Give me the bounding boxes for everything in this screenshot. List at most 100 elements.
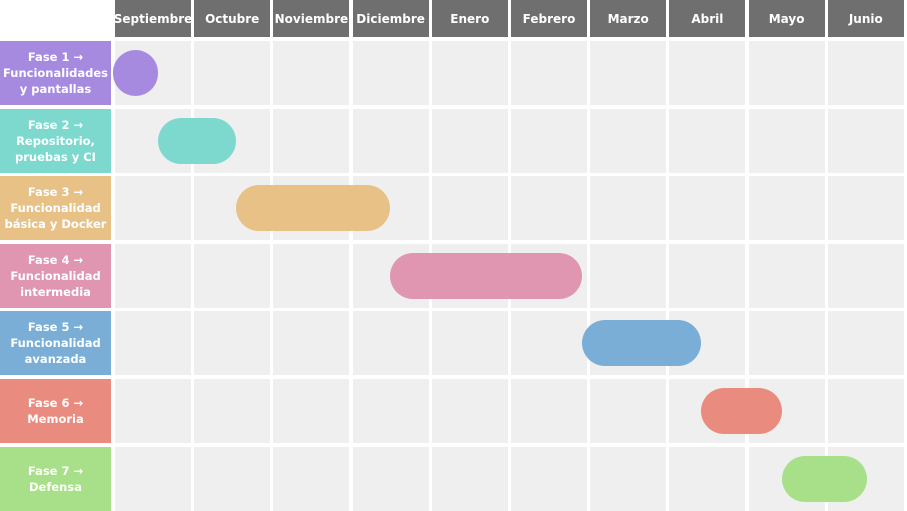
month-header: Septiembre (115, 0, 191, 37)
grid-cell (669, 243, 746, 308)
phase-bar (390, 252, 582, 299)
grid-cell (431, 108, 508, 173)
grid-cell (748, 243, 825, 308)
phase-label-line: Memoria (27, 412, 84, 426)
phase-label-line: Fase 2 → (27, 117, 84, 132)
phase-label-line: Fase 4 → (27, 252, 84, 267)
phase-bar (158, 117, 236, 164)
grid-cell (115, 311, 191, 376)
phase-label-text: Fase 5 → Funcionalidad avanzada (10, 319, 100, 367)
grid-cell (590, 41, 667, 105)
phase-label-line: Funcionalidades (2, 66, 109, 80)
grid-cell (590, 108, 667, 173)
phase-label-line: Fase 7 → Defensa (27, 463, 84, 494)
grid-cell (431, 379, 508, 443)
grid-cell (590, 446, 667, 511)
phase-label: Fase 2 → Repositorio, pruebas y CI (0, 108, 111, 173)
grid-cell (669, 176, 746, 241)
phase-label-line: Fase 3 → (27, 185, 84, 200)
month-header: Octubre (194, 0, 271, 37)
grid-cell (511, 311, 587, 376)
grid-cell (352, 108, 429, 173)
phase-label: Fase 6 → Memoria (0, 379, 111, 443)
phase-bar (700, 388, 783, 434)
phase-label-line: avanzada (24, 352, 87, 367)
phase-label: Fase 5 → Funcionalidad avanzada (0, 311, 111, 376)
grid-cell (590, 176, 667, 241)
phase-label-line: Fase 5 → (27, 320, 84, 335)
grid-cell (827, 243, 904, 308)
grid-cell (194, 379, 271, 443)
grid-cell (194, 311, 271, 376)
grid-cell (273, 108, 350, 173)
grid-cell (431, 41, 508, 105)
month-header: Marzo (590, 0, 667, 37)
phase-label-line: Funcionalidad (10, 336, 101, 351)
phase-label: Fase 4 → Funcionalidad intermedia (0, 243, 111, 308)
grid-cell (352, 41, 429, 105)
phase-label-line: pruebas y CI (15, 149, 96, 164)
grid-cell (748, 311, 825, 376)
grid-cell (115, 379, 191, 443)
phase-label-line: y pantallas (19, 82, 92, 96)
grid-cell (748, 108, 825, 173)
phase-bar (235, 185, 391, 232)
phase-label-text: Fase 1 → Funcionalidades y pantallas (3, 49, 108, 97)
grid-cell (115, 243, 191, 308)
grid-cell (511, 108, 587, 173)
month-header: Febrero (511, 0, 587, 37)
phase-label-line: intermedia (20, 284, 91, 299)
grid-cell (827, 41, 904, 105)
grid-cell (352, 446, 429, 511)
grid-cell (194, 243, 271, 308)
grid-cell (827, 108, 904, 173)
phase-label-text: Fase 3 → Funcionalidad básica y Docker (5, 184, 107, 232)
grid-cell (273, 446, 350, 511)
grid-cell (511, 446, 587, 511)
phase-label: Fase 7 → Defensa (0, 446, 111, 511)
phase-label-line: Fase 6 → (27, 396, 84, 410)
month-header: Enero (431, 0, 508, 37)
grid-cell (590, 379, 667, 443)
grid-cell (669, 108, 746, 173)
grid-cell (273, 243, 350, 308)
grid-cell (511, 379, 587, 443)
grid-cell (827, 311, 904, 376)
month-header: Mayo (748, 0, 825, 37)
grid-cell (194, 41, 271, 105)
grid-cell (115, 176, 191, 241)
phase-label-line: Repositorio, (16, 133, 95, 148)
phase-label-text: Fase 2 → Repositorio, pruebas y CI (15, 117, 96, 165)
grid-cell (748, 176, 825, 241)
month-header: Noviembre (273, 0, 350, 37)
phase-label: Fase 1 → Funcionalidades y pantallas (0, 41, 111, 105)
grid-cell (273, 379, 350, 443)
phase-label-text: Fase 7 → Defensa (0, 463, 111, 495)
grid-cell (431, 176, 508, 241)
phase-label-text: Fase 6 → Memoria (27, 395, 84, 427)
phase-bar (581, 320, 701, 367)
phase-label: Fase 3 → Funcionalidad básica y Docker (0, 176, 111, 241)
grid-cell (590, 243, 667, 308)
grid-cell (669, 446, 746, 511)
grid-cell (431, 311, 508, 376)
phase-bar (782, 455, 867, 502)
grid-cell (431, 446, 508, 511)
month-header: Diciembre (352, 0, 429, 37)
grid-cell (115, 446, 191, 511)
month-header: Abril (669, 0, 746, 37)
grid-cell (273, 41, 350, 105)
grid-cell (273, 311, 350, 376)
grid-cell (511, 176, 587, 241)
grid-cell (352, 311, 429, 376)
phase-bar (113, 50, 159, 96)
month-header: Junio (827, 0, 904, 37)
grid-cell (511, 41, 587, 105)
phase-label-text: Fase 4 → Funcionalidad intermedia (10, 252, 100, 300)
grid-cell (827, 379, 904, 443)
grid-cell (669, 41, 746, 105)
phase-label-line: Funcionalidad (10, 201, 101, 216)
grid-cell (352, 379, 429, 443)
grid-cell (827, 176, 904, 241)
